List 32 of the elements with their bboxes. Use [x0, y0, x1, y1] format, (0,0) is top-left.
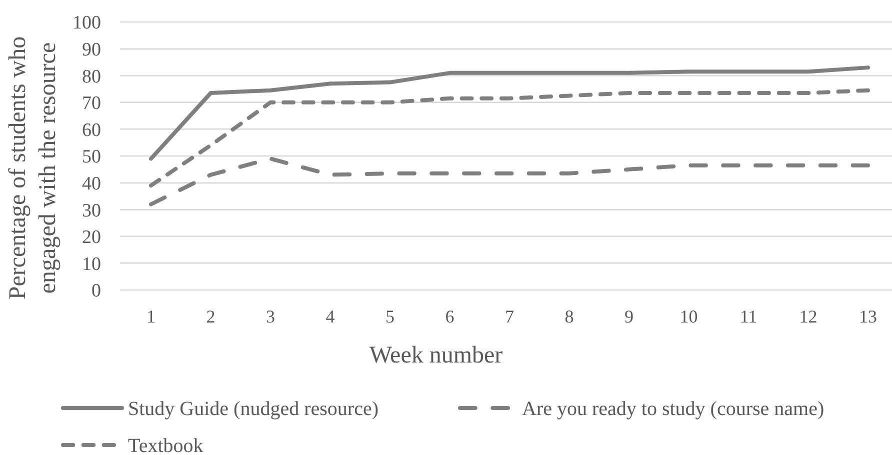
- x-tick-label: 12: [799, 306, 818, 326]
- y-tick-label: 90: [82, 39, 101, 60]
- y-tick-label: 40: [82, 173, 101, 194]
- y-tick-label: 100: [72, 12, 101, 34]
- x-tick-label: 9: [624, 306, 634, 326]
- legend-label: Study Guide (nudged resource): [128, 398, 378, 420]
- x-tick-label: 3: [266, 306, 275, 326]
- line-series: [149, 88, 870, 188]
- x-tick-label: 7: [505, 306, 514, 326]
- x-tick-label: 4: [326, 306, 335, 326]
- x-tick-label: 13: [859, 306, 877, 326]
- y-tick-label: 10: [82, 254, 101, 275]
- x-tick-label: 8: [564, 306, 574, 326]
- y-tick-label: 70: [82, 93, 101, 114]
- line-series: [149, 66, 870, 161]
- x-tick-label: 10: [680, 306, 698, 326]
- y-tick-label: 50: [82, 146, 101, 168]
- y-tick-label: 20: [82, 227, 101, 248]
- x-tick-label: 2: [206, 306, 216, 326]
- y-tick-label: 30: [82, 200, 101, 222]
- y-tick-label: 0: [92, 280, 101, 302]
- x-tick-label: 1: [146, 306, 156, 326]
- x-tick-label: 6: [445, 306, 454, 326]
- legend-label: Textbook: [128, 435, 204, 455]
- x-tick-label: 5: [386, 306, 394, 326]
- y-tick-label: 60: [82, 120, 101, 141]
- line-series: [149, 156, 870, 206]
- legend-label: Are you ready to study (course name): [522, 398, 824, 420]
- x-axis-title: Week number: [369, 342, 503, 368]
- x-tick-label: 11: [740, 306, 758, 326]
- y-axis-title: Percentage of students who engaged with the resource: [5, 36, 61, 300]
- y-tick-label: 80: [82, 66, 101, 88]
